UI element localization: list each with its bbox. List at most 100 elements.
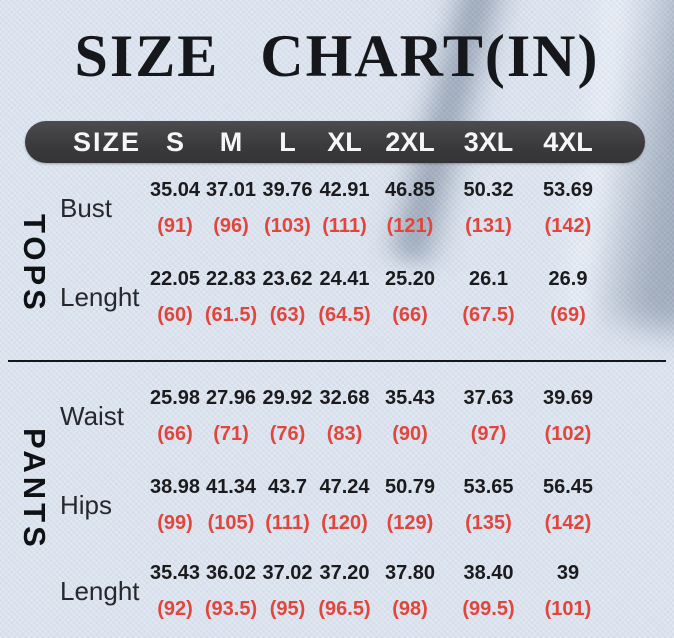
cm-value: (99.5) bbox=[462, 598, 515, 620]
cm-value: (142) bbox=[544, 215, 592, 237]
cell-bust-xl: 42.91 (111) bbox=[316, 178, 373, 238]
cm-value: (63) bbox=[269, 304, 306, 326]
row-label: Hips bbox=[60, 489, 113, 520]
cm-value: (105) bbox=[207, 512, 255, 534]
row-label: Bust bbox=[60, 192, 113, 223]
inches-value: 50.79 bbox=[384, 476, 436, 498]
cell-waist-xl: 32.68 (83) bbox=[316, 386, 373, 446]
cm-value: (131) bbox=[465, 215, 512, 237]
table-row-tops-lenght: Lenght 22.05 (60) 22.83 (61.5) 23.62 (63) 2… bbox=[0, 250, 674, 344]
section-pants-label: PANTS bbox=[17, 428, 52, 551]
inches-value: 36.02 bbox=[205, 562, 257, 584]
table-row-pants-lenght: Lenght 35.43 (92) 36.02 (93.5) 37.02 (95) 3… bbox=[0, 550, 674, 632]
cell-waist-4xl: 39.69 (102) bbox=[530, 386, 606, 446]
inches-value: 41.34 bbox=[205, 476, 257, 498]
inches-value: 32.68 bbox=[319, 387, 370, 409]
header-size-label: SIZE bbox=[72, 127, 141, 157]
inches-value: 38.98 bbox=[149, 476, 201, 498]
cm-value: (66) bbox=[392, 304, 428, 326]
cell-tlen-m: 22.83 (61.5) bbox=[203, 267, 259, 327]
header-col-3xl: 3XL bbox=[463, 127, 514, 157]
table-row-waist: Waist 25.98 (66) 27.96 (71) 29.92 (76) 32.6… bbox=[0, 372, 674, 460]
cm-value: (91) bbox=[157, 215, 193, 237]
inches-value: 39.76 bbox=[262, 179, 313, 201]
cell-tlen-xl: 24.41 (64.5) bbox=[316, 267, 373, 327]
cm-value: (101) bbox=[544, 598, 592, 620]
cm-value: (60) bbox=[157, 304, 193, 326]
cell-hips-xl: 47.24 (120) bbox=[316, 475, 373, 535]
cell-bust-4xl: 53.69 (142) bbox=[530, 178, 606, 238]
cell-hips-2xl: 50.79 (129) bbox=[373, 475, 447, 535]
inches-value: 37.20 bbox=[319, 562, 370, 584]
cm-value: (135) bbox=[465, 512, 512, 534]
cm-value: (61.5) bbox=[204, 304, 258, 326]
section-pants: PANTS Waist 25.98 (66) 27.96 (71) 29.92 (76… bbox=[0, 372, 674, 632]
cell-tlen-s: 22.05 (60) bbox=[147, 267, 203, 327]
cm-value: (98) bbox=[392, 598, 428, 620]
inches-value: 22.05 bbox=[149, 268, 201, 290]
page-title: SIZE CHART(IN) bbox=[74, 23, 600, 89]
inches-value: 53.69 bbox=[542, 179, 594, 201]
cm-value: (120) bbox=[321, 512, 368, 534]
cell-waist-3xl: 37.63 (97) bbox=[447, 386, 530, 446]
cm-value: (90) bbox=[392, 423, 428, 445]
cm-value: (96) bbox=[213, 215, 249, 237]
cm-value: (71) bbox=[213, 423, 249, 445]
cell-hips-s: 38.98 (99) bbox=[147, 475, 203, 535]
inches-value: 23.62 bbox=[262, 268, 313, 290]
inches-value: 42.91 bbox=[319, 179, 370, 201]
inches-value: 35.43 bbox=[149, 562, 201, 584]
size-header-grid: SIZE S M L XL 2XL 3XL 4XL bbox=[0, 121, 674, 163]
inches-value: 39.69 bbox=[542, 387, 594, 409]
cm-value: (95) bbox=[269, 598, 306, 620]
section-divider-line bbox=[8, 360, 666, 362]
cm-value: (92) bbox=[157, 598, 193, 620]
inches-value: 47.24 bbox=[319, 476, 370, 498]
table-row-bust: Bust 35.04 (91) 37.01 (96) 39.76 (103) 42.9… bbox=[0, 166, 674, 250]
cell-plen-4xl: 39 (101) bbox=[530, 561, 606, 621]
header-col-s: S bbox=[165, 127, 184, 157]
cm-value: (97) bbox=[470, 423, 507, 445]
cell-tlen-3xl: 26.1 (67.5) bbox=[447, 267, 530, 327]
cell-hips-l: 43.7 (111) bbox=[259, 475, 316, 535]
row-label: Lenght bbox=[60, 575, 140, 606]
cm-value: (66) bbox=[157, 423, 193, 445]
cell-bust-s: 35.04 (91) bbox=[147, 178, 203, 238]
inches-value: 43.7 bbox=[268, 476, 307, 498]
cm-value: (142) bbox=[544, 512, 592, 534]
table-row-hips: Hips 38.98 (99) 41.34 (105) 43.7 (111) 47.2… bbox=[0, 460, 674, 550]
cm-value: (96.5) bbox=[318, 598, 371, 620]
inches-value: 25.20 bbox=[384, 268, 436, 290]
header-col-l: L bbox=[279, 127, 296, 157]
inches-value: 46.85 bbox=[384, 179, 436, 201]
inches-value: 24.41 bbox=[319, 268, 370, 290]
cell-plen-3xl: 38.40 (99.5) bbox=[447, 561, 530, 621]
cell-waist-l: 29.92 (76) bbox=[259, 386, 316, 446]
cell-waist-s: 25.98 (66) bbox=[147, 386, 203, 446]
inches-value: 26.9 bbox=[548, 268, 588, 290]
cell-bust-m: 37.01 (96) bbox=[203, 178, 259, 238]
inches-value: 37.80 bbox=[384, 562, 436, 584]
cm-value: (99) bbox=[157, 512, 193, 534]
inches-value: 53.65 bbox=[463, 476, 514, 498]
row-label: Waist bbox=[60, 400, 125, 431]
row-label: Lenght bbox=[60, 281, 140, 312]
cell-plen-s: 35.43 (92) bbox=[147, 561, 203, 621]
cell-plen-2xl: 37.80 (98) bbox=[373, 561, 447, 621]
size-header-bar: SIZE S M L XL 2XL 3XL 4XL bbox=[0, 121, 674, 163]
header-col-4xl: 4XL bbox=[543, 127, 593, 157]
header-col-2xl: 2XL bbox=[385, 127, 435, 157]
cm-value: (64.5) bbox=[318, 304, 371, 326]
cell-plen-xl: 37.20 (96.5) bbox=[316, 561, 373, 621]
cell-waist-m: 27.96 (71) bbox=[203, 386, 259, 446]
cell-hips-3xl: 53.65 (135) bbox=[447, 475, 530, 535]
cm-value: (69) bbox=[550, 304, 586, 326]
header-col-xl: XL bbox=[327, 127, 362, 157]
cm-value: (83) bbox=[326, 423, 363, 445]
inches-value: 27.96 bbox=[205, 387, 257, 409]
cell-tlen-l: 23.62 (63) bbox=[259, 267, 316, 327]
cell-bust-l: 39.76 (103) bbox=[259, 178, 316, 238]
cell-hips-m: 41.34 (105) bbox=[203, 475, 259, 535]
inches-value: 37.02 bbox=[262, 562, 313, 584]
